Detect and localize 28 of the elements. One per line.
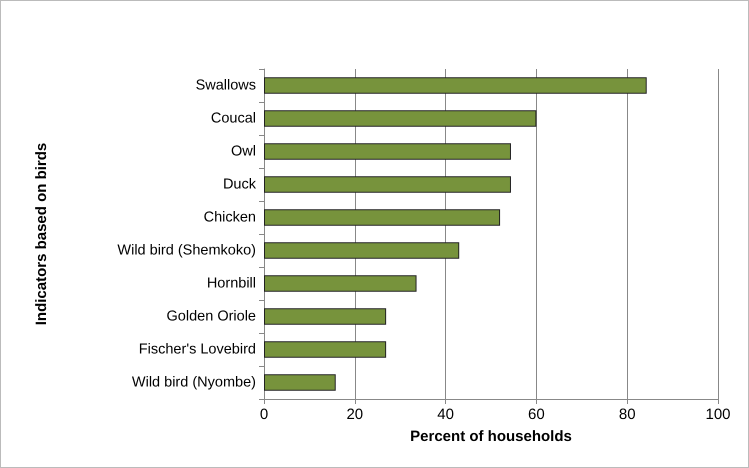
y-tick-label: Duck: [222, 176, 257, 192]
y-tick-label: Fischer's Lovebird: [138, 342, 256, 358]
bar: [264, 209, 500, 226]
bar: [264, 77, 647, 94]
y-tick-label: Owl: [231, 144, 256, 160]
y-axis-title: Indicators based on birds: [33, 142, 50, 326]
x-tick-label: 0: [260, 406, 268, 423]
bar: [264, 176, 511, 193]
bar: [264, 110, 536, 127]
x-tick-label: 100: [705, 406, 731, 423]
bar: [264, 341, 386, 358]
x-tick-label: 20: [346, 406, 364, 423]
y-tick-label: Golden Oriole: [166, 308, 256, 324]
y-tick-label: Wild bird (Nyombe): [132, 374, 256, 390]
bar: [264, 374, 336, 391]
y-tick-label: Swallows: [196, 78, 256, 94]
y-tick-label: Coucal: [210, 110, 256, 126]
x-axis-title: Percent of households: [410, 428, 572, 445]
x-tick-label: 60: [528, 406, 545, 423]
bar: [264, 242, 460, 259]
x-tick-label: 40: [437, 406, 454, 423]
y-tick-label: Chicken: [204, 210, 256, 226]
y-tick-label: Hornbill: [206, 276, 256, 292]
bar: [264, 308, 386, 325]
bar: [264, 143, 511, 160]
y-tick-label: Wild bird (Shemkoko): [117, 242, 256, 258]
x-tick-label: 80: [618, 406, 636, 423]
bar: [264, 275, 417, 292]
